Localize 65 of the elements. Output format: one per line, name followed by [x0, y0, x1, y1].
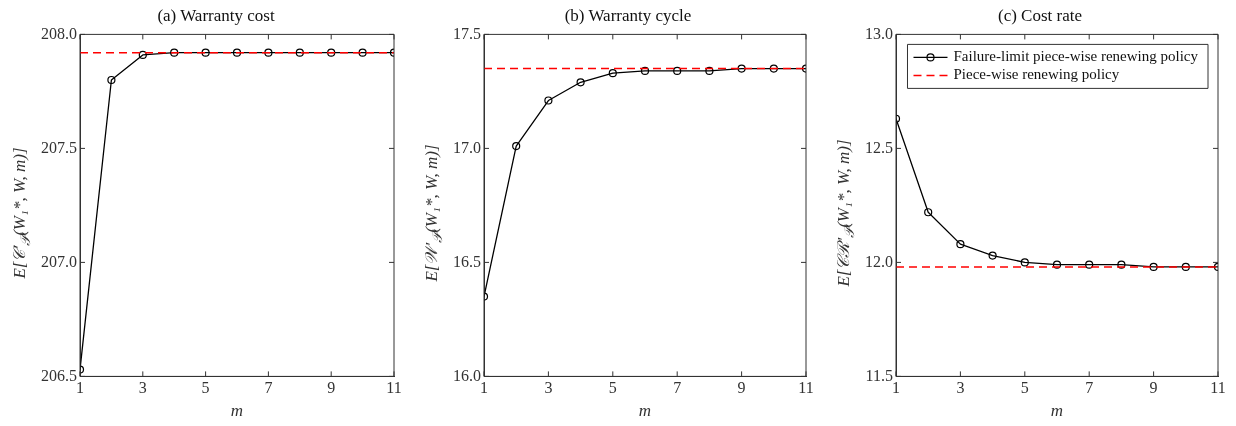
point: [1020, 258, 1029, 267]
chart-title: (a) Warranty cost: [157, 5, 275, 25]
legend-label: Piece-wise renewing policy: [953, 66, 1120, 83]
legend-label: Failure-limit piece-wise renewing policy: [953, 48, 1199, 65]
x-tick-label: 3: [956, 379, 965, 397]
x-tick-label: 1: [892, 379, 900, 397]
point: [956, 240, 965, 249]
point: [608, 69, 617, 78]
point: [327, 48, 336, 57]
point: [673, 66, 682, 75]
x-tick-label: 1: [480, 379, 488, 397]
point: [170, 48, 179, 57]
x-axis-title: m: [638, 401, 652, 421]
x-tick-label: 9: [1149, 379, 1158, 397]
point: [576, 78, 585, 87]
x-axis-title: m: [1050, 401, 1064, 421]
point: [232, 48, 242, 57]
point: [640, 66, 650, 75]
point: [705, 66, 714, 75]
point: [924, 208, 933, 217]
point: [138, 50, 147, 60]
x-tick-label: 7: [673, 379, 682, 397]
y-tick-label: 208.0: [41, 24, 77, 42]
point: [201, 48, 210, 57]
y-tick-label: 17.5: [453, 24, 481, 42]
point: [544, 96, 553, 105]
point: [358, 48, 367, 57]
x-tick-label: 11: [798, 379, 814, 397]
chart-title: (b) Warranty cycle: [564, 5, 692, 25]
x-tick-label: 3: [544, 379, 553, 397]
point: [737, 64, 746, 73]
x-tick-label: 1: [76, 379, 84, 397]
y-tick-label: 12.0: [865, 252, 893, 270]
point: [1149, 262, 1158, 272]
point: [1085, 260, 1094, 269]
point: [295, 48, 304, 57]
y-tick-label: 11.5: [865, 366, 893, 384]
x-tick-label: 3: [138, 379, 147, 397]
point: [1117, 260, 1126, 269]
x-tick-label: 11: [1210, 379, 1226, 397]
x-tick-label: 9: [327, 379, 336, 397]
point: [988, 251, 997, 260]
x-tick-label: 7: [264, 379, 273, 397]
y-tick-label: 207.5: [41, 138, 77, 156]
y-tick-label: 207.0: [41, 252, 77, 270]
point: [512, 142, 521, 151]
x-tick-label: 7: [1085, 379, 1094, 397]
point: [264, 48, 273, 57]
point: [769, 64, 778, 73]
y-tick-label: 13.0: [865, 24, 893, 42]
point: [1181, 262, 1190, 272]
x-axis-title: m: [230, 401, 244, 421]
x-tick-label: 5: [201, 379, 210, 397]
x-tick-label: 5: [608, 379, 617, 397]
x-tick-label: 5: [1020, 379, 1029, 397]
y-tick-label: 12.5: [865, 138, 893, 156]
x-tick-label: 11: [386, 379, 402, 397]
point: [107, 75, 116, 85]
y-tick-label: 17.0: [453, 138, 481, 156]
point: [1052, 260, 1062, 269]
chart-title: (c) Cost rate: [997, 5, 1083, 25]
x-tick-label: 9: [737, 379, 746, 397]
y-tick-label: 16.5: [453, 252, 481, 270]
y-tick-label: 16.0: [453, 366, 481, 384]
y-tick-label: 206.5: [41, 366, 77, 384]
